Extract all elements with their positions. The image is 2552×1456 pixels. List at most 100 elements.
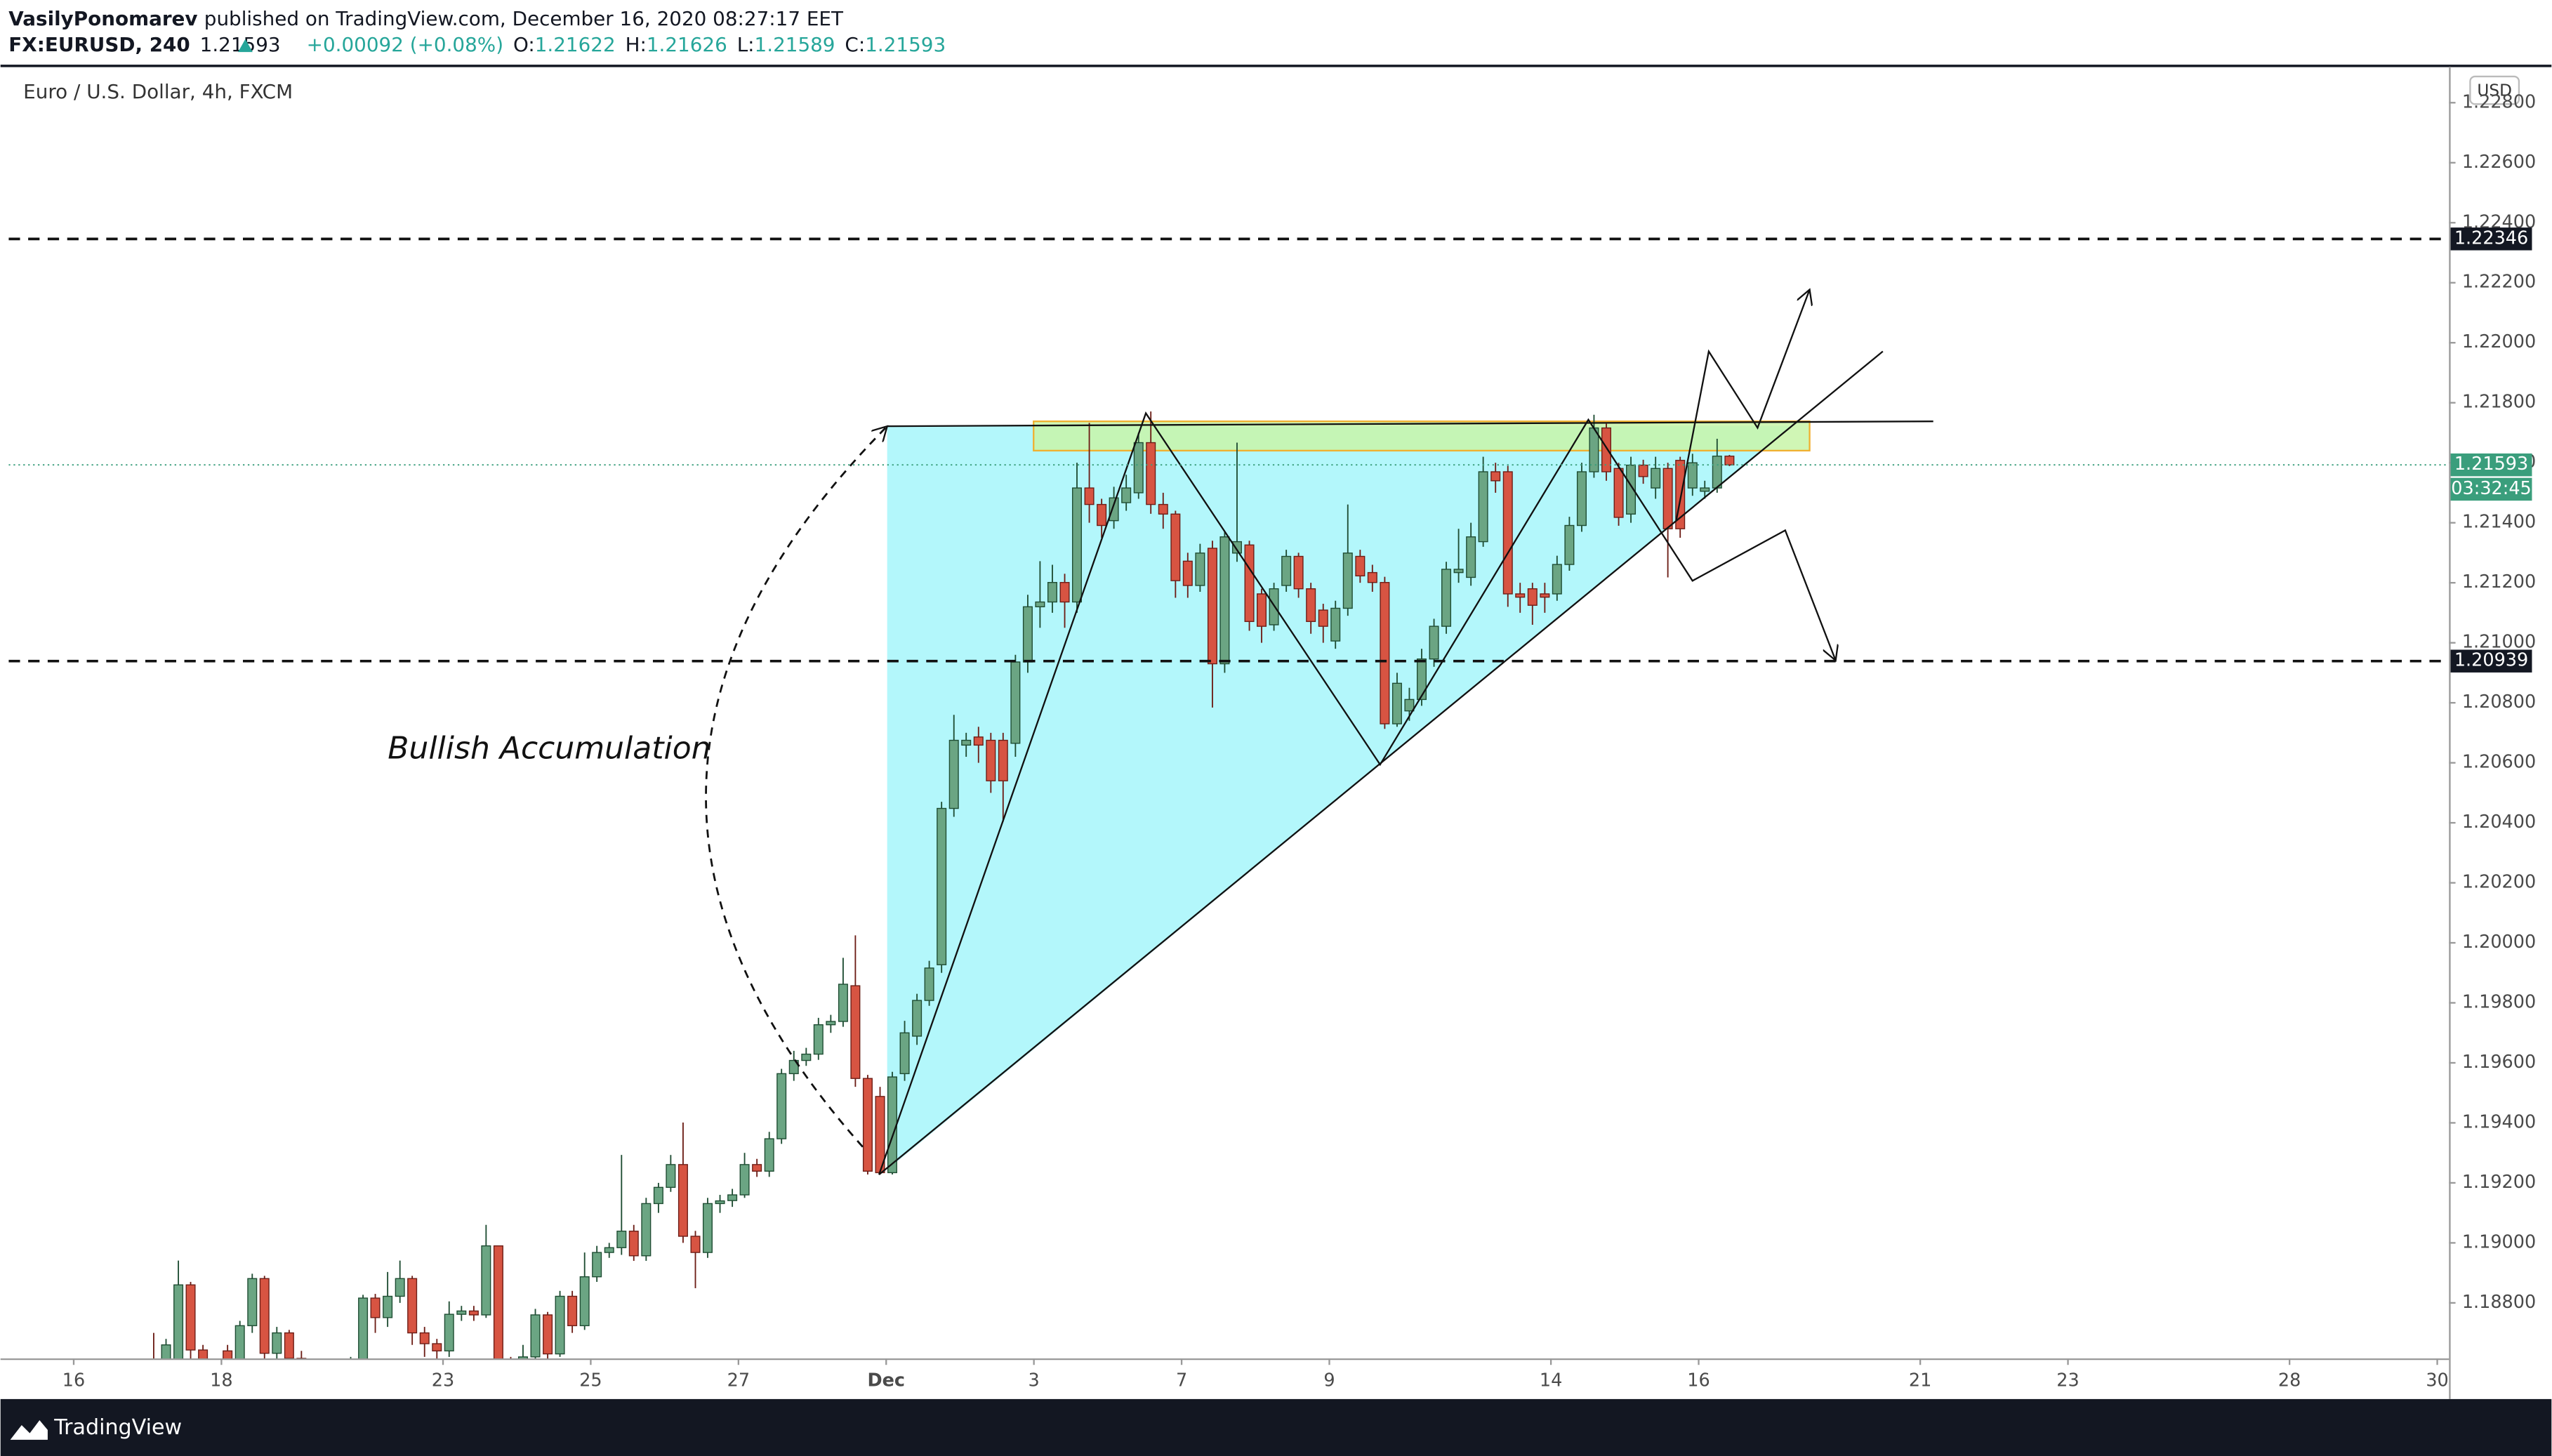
candle-body [419, 1332, 430, 1344]
x-tick-label: 23 [2056, 1370, 2079, 1391]
candle-body [1071, 487, 1083, 603]
y-tick-label: 1.19600 [2462, 1052, 2536, 1073]
x-tick-label: 9 [1323, 1370, 1335, 1391]
candle-body [1576, 471, 1587, 527]
candle-body [358, 1297, 369, 1358]
candle-body [1564, 524, 1575, 565]
candle-body [1231, 541, 1242, 554]
x-tick-label: 27 [727, 1370, 750, 1391]
publish-line: VasilyPonomarev published on TradingView.… [8, 7, 844, 30]
y-tick-label: 1.22800 [2462, 91, 2536, 112]
candle-body [1662, 468, 1673, 529]
dashed-arc [705, 426, 887, 1148]
candle-body [677, 1164, 688, 1237]
candle-body [1097, 503, 1107, 527]
candle-body [937, 807, 947, 965]
candle-body [1712, 456, 1722, 489]
y-tick-label: 1.19200 [2462, 1172, 2536, 1193]
y-tick-label: 1.19800 [2462, 991, 2536, 1012]
candle-body [1466, 536, 1476, 578]
candle-body [1207, 548, 1217, 665]
candle-body [198, 1349, 209, 1358]
y-tick-label: 1.22000 [2462, 331, 2536, 352]
currency-badge[interactable] [2469, 75, 2520, 105]
candle-body [961, 739, 972, 746]
candle-body [1687, 462, 1698, 489]
candle-body [764, 1138, 774, 1172]
candle-body [1613, 468, 1624, 518]
candle-body [1084, 487, 1095, 505]
candle-body [284, 1332, 294, 1358]
y-tick-label: 1.20400 [2462, 812, 2536, 833]
candle-body [444, 1313, 454, 1351]
candle-body [1429, 626, 1439, 660]
candle-body [887, 1076, 897, 1174]
candle-body [592, 1252, 602, 1278]
symbol-line: FX:EURUSD, 240 1.21593 +0.00092 (+0.08%) O:… [8, 33, 946, 56]
last-value: 1.21593 [200, 33, 281, 56]
y-tick-label: 1.22600 [2462, 152, 2536, 173]
candle-body [1700, 487, 1710, 492]
currency: USD [2477, 81, 2511, 100]
candle-body [185, 1284, 196, 1351]
ohlc-value: 1.21593 [865, 33, 946, 56]
candle-body [1515, 593, 1526, 598]
candle-body [776, 1073, 787, 1139]
candle-body [1195, 552, 1205, 586]
candle-body [259, 1278, 270, 1354]
up-arrow-icon [238, 39, 253, 53]
candle-body [838, 984, 848, 1022]
candle-body [1355, 555, 1366, 577]
published: published on TradingView.com, December 1… [204, 7, 844, 30]
candle-body [1478, 471, 1488, 543]
candle-body [948, 739, 959, 809]
candle-body [383, 1295, 393, 1318]
level-badge [2450, 649, 2532, 673]
level-label: 1.20939 [2454, 650, 2528, 671]
candle-body [543, 1314, 553, 1355]
candle-body [912, 1000, 923, 1037]
candle-body [1441, 569, 1452, 627]
candle-body [161, 1344, 171, 1358]
candle-body [1244, 544, 1255, 622]
y-tick-label: 1.19400 [2462, 1111, 2536, 1132]
candle-body [1552, 564, 1562, 595]
candle-body [1724, 456, 1735, 465]
x-tick-label: Dec [867, 1370, 905, 1391]
candle-body [1133, 442, 1144, 494]
candle-body [1109, 497, 1119, 522]
candle-body [788, 1059, 799, 1075]
candle-body [432, 1343, 442, 1351]
candle-body [862, 1078, 873, 1172]
candle-body [1391, 682, 1402, 724]
candle-body [1182, 560, 1193, 586]
x-tick-label: 14 [1540, 1370, 1562, 1391]
y-tick-label: 1.21800 [2462, 392, 2536, 413]
candle-body [555, 1295, 565, 1355]
candle-body [1626, 464, 1637, 515]
level-badge [2450, 227, 2532, 251]
x-tick-label: 28 [2278, 1370, 2301, 1391]
candle-body [173, 1284, 184, 1358]
candle-body [702, 1203, 713, 1253]
candle-body [628, 1231, 639, 1257]
candle-body [493, 1245, 503, 1358]
countdown: 03:32:45 [2451, 478, 2531, 499]
candle-body [1022, 606, 1033, 663]
candle-body [1380, 582, 1390, 724]
candle-body [481, 1245, 491, 1316]
candle-body [1527, 588, 1538, 606]
candle-body [899, 1032, 910, 1075]
y-tick-label: 1.21200 [2462, 571, 2536, 593]
y-tick-label: 1.20000 [2462, 932, 2536, 953]
countdown-badge [2450, 477, 2532, 501]
candle-body [1638, 464, 1648, 477]
candle-body [407, 1278, 418, 1334]
candle-body [1059, 582, 1070, 603]
y-tick-label: 1.18800 [2462, 1292, 2536, 1313]
candle-body [370, 1297, 381, 1318]
candle-body [1651, 468, 1661, 489]
candle-body [517, 1356, 528, 1358]
candle-body [616, 1231, 627, 1248]
y-tick-label: 1.22200 [2462, 272, 2536, 293]
